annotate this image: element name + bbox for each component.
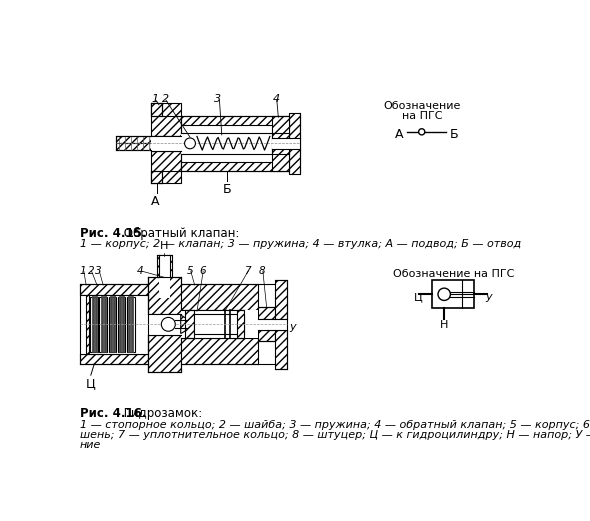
- Polygon shape: [151, 103, 162, 116]
- Bar: [181, 162, 289, 171]
- Bar: [181, 284, 258, 311]
- Bar: [90, 296, 98, 352]
- Text: 1 — корпус; 2 — клапан; 3 — пружина; 4 — втулка; А — подвод; Б — отвод: 1 — корпус; 2 — клапан; 3 — пружина; 4 —…: [80, 239, 521, 249]
- Text: 3: 3: [95, 266, 102, 276]
- Text: Ц: Ц: [414, 292, 423, 302]
- Text: Н: Н: [160, 241, 169, 251]
- Text: А: А: [151, 195, 159, 208]
- Bar: [237, 311, 244, 338]
- Text: ние: ние: [80, 440, 101, 450]
- Text: Обозначение на ПГС: Обозначение на ПГС: [393, 269, 514, 279]
- Bar: [86, 295, 89, 354]
- Text: на ПГС: на ПГС: [402, 111, 442, 121]
- Bar: [159, 277, 170, 298]
- Text: 4: 4: [273, 94, 280, 104]
- Bar: [80, 284, 148, 295]
- Bar: [151, 103, 181, 135]
- Text: у: у: [289, 322, 296, 332]
- Bar: [194, 314, 244, 334]
- Text: Обозначение: Обозначение: [384, 101, 461, 111]
- Bar: [151, 143, 181, 151]
- Text: у: у: [485, 292, 491, 302]
- Bar: [127, 296, 135, 352]
- Bar: [116, 137, 151, 143]
- Bar: [272, 138, 289, 149]
- Text: 4: 4: [137, 266, 144, 276]
- Bar: [181, 116, 289, 125]
- Text: 5: 5: [186, 266, 194, 276]
- Bar: [181, 338, 258, 364]
- Bar: [148, 314, 181, 335]
- Bar: [148, 335, 181, 372]
- Bar: [181, 132, 289, 154]
- Text: Рис. 4.15.: Рис. 4.15.: [80, 227, 146, 240]
- Text: Обратный клапан:: Обратный клапан:: [120, 227, 240, 240]
- Text: Ц: Ц: [86, 377, 96, 390]
- Bar: [117, 296, 126, 352]
- Text: 6: 6: [199, 266, 206, 276]
- Bar: [185, 311, 194, 338]
- Text: Б: Б: [450, 128, 458, 141]
- Polygon shape: [181, 315, 190, 333]
- Bar: [276, 330, 287, 369]
- Bar: [99, 296, 107, 352]
- Bar: [258, 319, 276, 330]
- Text: 1: 1: [80, 266, 86, 276]
- Text: 3: 3: [214, 94, 221, 104]
- Bar: [80, 295, 148, 354]
- Bar: [258, 307, 276, 319]
- Text: 2: 2: [162, 94, 169, 104]
- Bar: [116, 143, 151, 150]
- Text: 8: 8: [259, 266, 266, 276]
- Text: Б: Б: [223, 183, 231, 196]
- Polygon shape: [151, 171, 162, 183]
- Bar: [289, 113, 300, 174]
- Circle shape: [161, 317, 175, 331]
- Bar: [272, 116, 289, 171]
- Bar: [181, 311, 258, 338]
- Text: 7: 7: [244, 266, 251, 276]
- Text: 1: 1: [152, 94, 159, 104]
- Text: Гидрозамок:: Гидрозамок:: [120, 407, 202, 420]
- Bar: [258, 330, 276, 341]
- Bar: [276, 280, 287, 319]
- Bar: [159, 255, 170, 277]
- Bar: [289, 138, 300, 149]
- Bar: [109, 296, 116, 352]
- Bar: [80, 354, 148, 364]
- Circle shape: [419, 129, 425, 135]
- Bar: [148, 277, 181, 314]
- Circle shape: [185, 138, 195, 149]
- Bar: [276, 319, 287, 330]
- Bar: [157, 255, 172, 277]
- Text: Н: Н: [440, 320, 448, 330]
- Bar: [151, 135, 181, 143]
- Text: шень; 7 — уплотнительное кольцо; 8 — штуцер; Ц — к гидроцилиндру; Н — напор; У —: шень; 7 — уплотнительное кольцо; 8 — шту…: [80, 430, 590, 440]
- Text: 2: 2: [87, 266, 94, 276]
- Circle shape: [438, 288, 450, 301]
- Bar: [151, 135, 181, 151]
- Text: А: А: [395, 128, 403, 141]
- Text: Рис. 4.16.: Рис. 4.16.: [80, 407, 146, 420]
- Text: 1 — стопорное кольцо; 2 — шайба; 3 — пружина; 4 — обратный клапан; 5 — корпус; 6: 1 — стопорное кольцо; 2 — шайба; 3 — пру…: [80, 420, 590, 430]
- Bar: [432, 280, 474, 308]
- Bar: [151, 151, 181, 183]
